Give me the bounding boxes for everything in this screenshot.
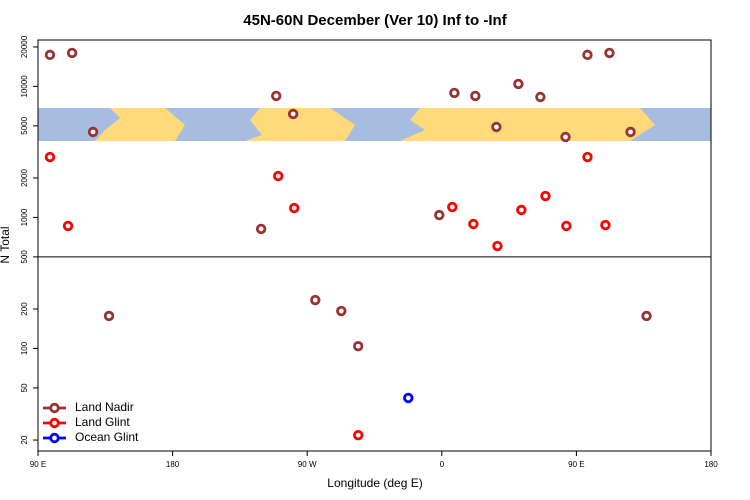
point xyxy=(271,90,282,102)
point xyxy=(600,219,611,231)
x-tick-label: 180 xyxy=(704,460,718,469)
point xyxy=(310,294,321,306)
point xyxy=(352,429,364,441)
point xyxy=(470,90,481,102)
point xyxy=(66,47,78,59)
point xyxy=(44,151,56,163)
point xyxy=(492,240,503,252)
point xyxy=(403,392,414,404)
point xyxy=(582,49,593,61)
map-ocean xyxy=(165,108,262,141)
point xyxy=(434,209,445,221)
point xyxy=(44,49,56,61)
y-tick-label: 2000 xyxy=(20,169,29,187)
point xyxy=(287,108,299,120)
point xyxy=(288,202,300,214)
legend-marker xyxy=(49,402,60,414)
x-tick-label: 90 E xyxy=(30,460,46,469)
point xyxy=(641,310,652,322)
point xyxy=(449,87,460,99)
map-band xyxy=(38,108,711,141)
point xyxy=(625,126,636,138)
y-tick-label: 100 xyxy=(20,341,29,355)
point xyxy=(62,220,74,232)
point xyxy=(272,170,284,182)
point xyxy=(491,121,502,133)
point xyxy=(582,151,593,163)
map-ocean xyxy=(630,108,711,141)
y-tick-label: 5000 xyxy=(20,116,29,134)
point xyxy=(103,310,115,322)
y-tick-label: 20000 xyxy=(20,35,29,58)
x-tick-label: 0 xyxy=(440,460,445,469)
y-axis-label: N Total xyxy=(0,226,12,263)
map-ocean xyxy=(38,108,120,141)
point xyxy=(87,126,99,138)
map-ocean xyxy=(330,108,425,141)
point xyxy=(336,305,347,317)
point xyxy=(447,201,458,213)
legend-label: Land Nadir xyxy=(75,400,134,414)
point xyxy=(516,204,527,216)
point xyxy=(352,341,364,352)
legend-marker xyxy=(49,432,60,444)
point xyxy=(604,47,615,59)
point xyxy=(513,78,524,90)
y-tick-label: 20 xyxy=(20,435,29,444)
y-tick-label: 1000 xyxy=(20,208,29,226)
chart-title: 45N-60N December (Ver 10) Inf to -Inf xyxy=(243,12,507,29)
x-axis-label: Longitude (deg E) xyxy=(327,476,422,490)
point xyxy=(468,218,479,230)
y-tick-label: 500 xyxy=(20,250,29,264)
point xyxy=(540,190,551,202)
y-tick-label: 50 xyxy=(20,383,29,392)
point xyxy=(560,131,571,143)
x-tick-label: 180 xyxy=(166,460,180,469)
y-tick-label: 10000 xyxy=(20,75,29,98)
legend-label: Land Glint xyxy=(75,415,130,429)
point xyxy=(535,91,546,103)
legend-marker xyxy=(49,417,60,429)
plot-frame xyxy=(37,39,712,452)
legend-label: Ocean Glint xyxy=(75,430,139,444)
y-tick-label: 200 xyxy=(20,302,29,316)
point xyxy=(255,223,267,235)
point xyxy=(561,220,572,232)
x-tick-label: 90 E xyxy=(568,460,584,469)
x-tick-label: 90 W xyxy=(298,460,317,469)
